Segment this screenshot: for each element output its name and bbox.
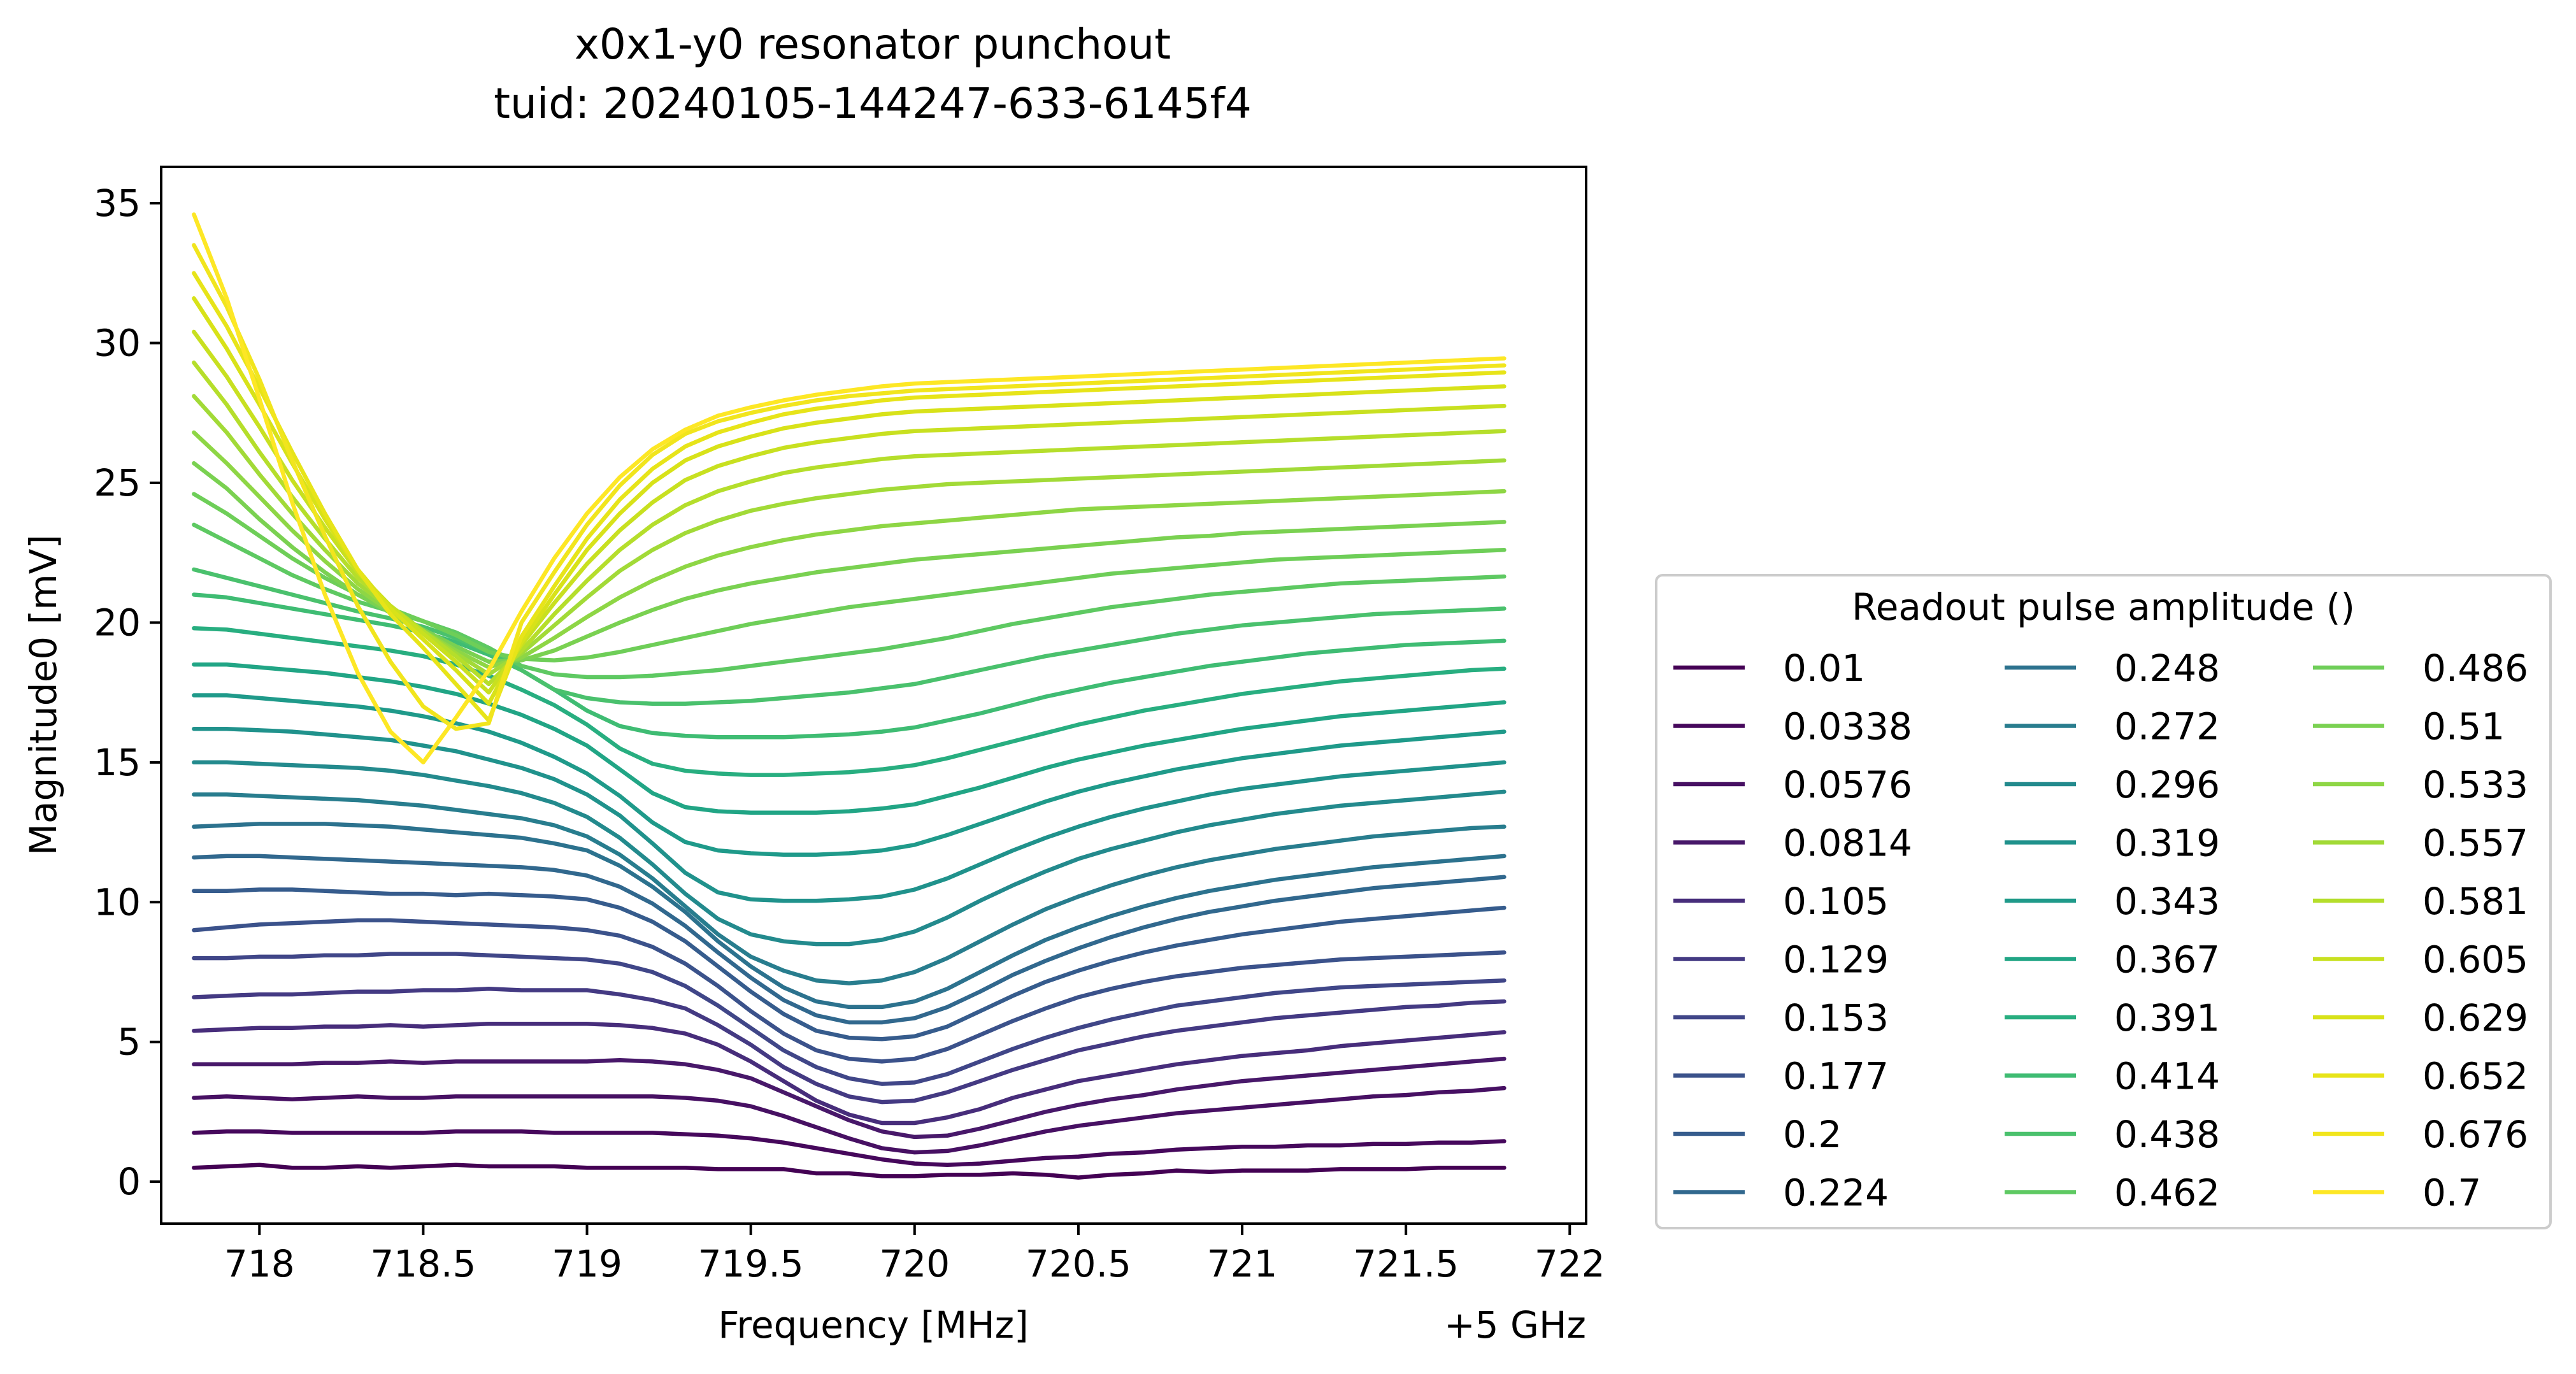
legend-label: 0.533 (2422, 763, 2528, 806)
legend-label: 0.391 (2114, 996, 2220, 1040)
legend-label: 0.248 (2114, 647, 2220, 690)
legend-label: 0.343 (2114, 880, 2220, 923)
series-line-13 (192, 726, 1506, 903)
legend-label: 0.605 (2422, 938, 2528, 982)
legend-label: 0.272 (2114, 705, 2220, 748)
series-line-14 (192, 693, 1506, 857)
series-line-1 (192, 1129, 1506, 1168)
series-line-26 (192, 296, 1506, 706)
legend-label: 0.153 (1783, 996, 1889, 1040)
x-axis: 718 718.5 719 719.5 720 720.5 721 721.5 722 (224, 1224, 1605, 1285)
legend-label: 0.296 (2114, 763, 2220, 806)
legend-label: 0.105 (1783, 880, 1889, 923)
chart-title: x0x1-y0 resonator punchout (575, 20, 1171, 69)
series-line-9 (192, 854, 1506, 1025)
legend-label: 0.7 (2422, 1171, 2481, 1215)
legend-entries: 0.01 0.0338 0.0576 0.0814 0.105 0.129 0.153 0.1… (1673, 647, 2528, 1215)
y-tick-label: 5 (117, 1020, 141, 1064)
legend-label: 0.177 (1783, 1055, 1889, 1098)
legend-label: 0.676 (2422, 1113, 2528, 1156)
series-line-27 (192, 271, 1506, 723)
x-tick-label: 718 (224, 1242, 295, 1285)
x-tick-label: 721 (1207, 1242, 1278, 1285)
series-line-12 (192, 760, 1506, 947)
chart-subtitle: tuid: 20240105-144247-633-6145f4 (494, 79, 1252, 128)
legend: Readout pulse amplitude () 0.010.03380.0… (1655, 574, 2552, 1229)
legend-title: Readout pulse amplitude () (1852, 585, 2355, 629)
series-line-7 (192, 918, 1506, 1064)
legend-label: 0.51 (2422, 705, 2505, 748)
legend-label: 0.438 (2114, 1113, 2220, 1156)
series-line-3 (192, 1056, 1506, 1140)
legend-label: 0.581 (2422, 880, 2528, 923)
x-offset-label: +5 GHz (1444, 1303, 1586, 1347)
series-line-2 (192, 1085, 1506, 1155)
x-tick-label: 720 (879, 1242, 950, 1285)
legend-label: 0.414 (2114, 1055, 2220, 1098)
series-line-4 (192, 1021, 1506, 1126)
x-tick-label: 721.5 (1353, 1242, 1459, 1285)
legend-label: 0.0338 (1783, 705, 1912, 748)
x-tick-label: 718.5 (370, 1242, 476, 1285)
legend-label: 0.0814 (1783, 822, 1912, 865)
legend-label: 0.557 (2422, 822, 2528, 865)
series-line-6 (192, 952, 1506, 1086)
series-line-25 (192, 329, 1506, 695)
legend-label: 0.462 (2114, 1171, 2220, 1215)
legend-label: 0.129 (1783, 938, 1889, 982)
series-line-15 (192, 662, 1506, 815)
x-tick-label: 719 (552, 1242, 622, 1285)
series-line-28 (192, 243, 1506, 731)
legend-label: 0.224 (1783, 1171, 1889, 1215)
series-line-10 (192, 822, 1506, 1010)
y-axis: 0 5 10 15 20 25 30 35 (94, 182, 161, 1203)
x-tick-label: 722 (1535, 1242, 1605, 1285)
series-line-8 (192, 887, 1506, 1041)
y-tick-label: 30 (94, 322, 141, 365)
x-tick-label: 720.5 (1026, 1242, 1131, 1285)
legend-label: 0.319 (2114, 822, 2220, 865)
series-line-20 (192, 492, 1506, 662)
y-axis-label: Magnitude0 [mV] (22, 534, 65, 855)
legend-label: 0.367 (2114, 938, 2220, 982)
y-tick-label: 25 (94, 461, 141, 505)
legend-label: 0.629 (2422, 996, 2528, 1040)
series-line-11 (192, 792, 1506, 985)
x-axis-label: Frequency [MHz] (718, 1303, 1028, 1347)
legend-frame (1655, 574, 2552, 1229)
legend-label: 0.652 (2422, 1055, 2528, 1098)
x-tick-label: 719.5 (698, 1242, 804, 1285)
y-tick-label: 10 (94, 880, 141, 924)
plot-frame (160, 166, 1587, 1225)
plot-area (160, 166, 1587, 1225)
legend-label: 0.01 (1783, 647, 1865, 690)
y-tick-label: 0 (117, 1160, 141, 1203)
series-line-29 (192, 212, 1506, 765)
y-tick-label: 15 (94, 741, 141, 784)
series-line-16 (192, 626, 1506, 777)
y-tick-label: 35 (94, 182, 141, 225)
legend-label: 0.2 (1783, 1113, 1842, 1156)
series-line-0 (192, 1163, 1506, 1180)
legend-label: 0.486 (2422, 647, 2528, 690)
series-lines (192, 212, 1506, 1180)
series-line-5 (192, 987, 1506, 1105)
y-tick-label: 20 (94, 601, 141, 644)
legend-label: 0.0576 (1783, 763, 1912, 806)
